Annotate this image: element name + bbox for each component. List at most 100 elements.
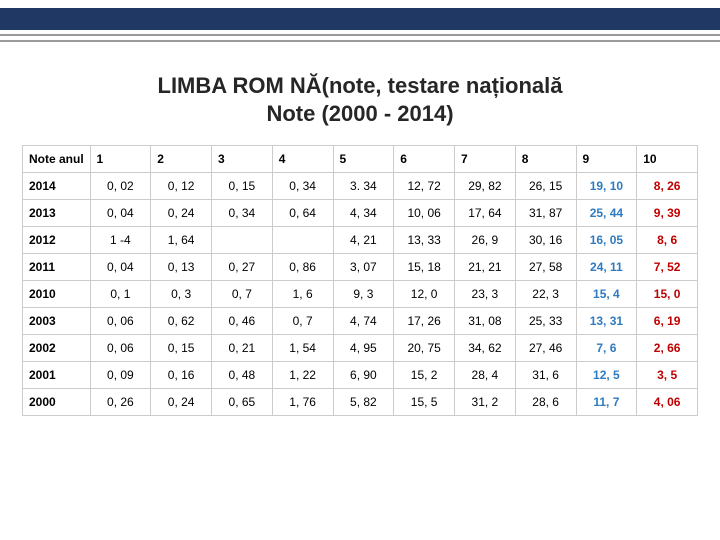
cell: 0, 46 — [212, 308, 273, 335]
cell: 15, 0 — [637, 281, 698, 308]
cell: 31, 6 — [515, 362, 576, 389]
cell: 0, 1 — [90, 281, 151, 308]
cell: 12, 72 — [394, 173, 455, 200]
cell: 22, 3 — [515, 281, 576, 308]
row-year: 2000 — [23, 389, 91, 416]
cell: 1, 22 — [272, 362, 333, 389]
table-row: 20121 -41, 64 4, 2113, 3326, 930, 1616, 0… — [23, 227, 698, 254]
cell: 13, 33 — [394, 227, 455, 254]
table-row: 20130, 040, 240, 340, 644, 3410, 0617, 6… — [23, 200, 698, 227]
cell: 31, 2 — [455, 389, 516, 416]
cell: 1 -4 — [90, 227, 151, 254]
cell: 1, 6 — [272, 281, 333, 308]
cell: 0, 13 — [151, 254, 212, 281]
table-header-col: 6 — [394, 146, 455, 173]
row-year: 2002 — [23, 335, 91, 362]
cell: 0, 3 — [151, 281, 212, 308]
cell: 0, 34 — [272, 173, 333, 200]
cell: 0, 06 — [90, 308, 151, 335]
cell: 26, 9 — [455, 227, 516, 254]
row-year: 2011 — [23, 254, 91, 281]
table-body: 20140, 020, 120, 150, 343. 3412, 7229, 8… — [23, 173, 698, 416]
cell: 28, 6 — [515, 389, 576, 416]
cell: 3, 07 — [333, 254, 394, 281]
cell: 9, 3 — [333, 281, 394, 308]
table-header-col: 10 — [637, 146, 698, 173]
cell: 0, 24 — [151, 200, 212, 227]
cell: 15, 2 — [394, 362, 455, 389]
row-year: 2012 — [23, 227, 91, 254]
cell: 0, 16 — [151, 362, 212, 389]
cell: 0, 64 — [272, 200, 333, 227]
top-accent-bar — [0, 8, 720, 30]
slide: LIMBA ROM NĂ(note, testare națională Not… — [0, 0, 720, 540]
table-header-col: 1 — [90, 146, 151, 173]
table-header-col: 9 — [576, 146, 637, 173]
table-head: Note anul12345678910 — [23, 146, 698, 173]
table-header-col: 8 — [515, 146, 576, 173]
table-header-row: Note anul12345678910 — [23, 146, 698, 173]
table-header-col: 2 — [151, 146, 212, 173]
cell: 1, 54 — [272, 335, 333, 362]
cell: 17, 64 — [455, 200, 516, 227]
table-row: 20100, 10, 30, 71, 69, 312, 023, 322, 3 1… — [23, 281, 698, 308]
cell: 0, 04 — [90, 200, 151, 227]
cell: 6, 90 — [333, 362, 394, 389]
divider-line-2 — [0, 40, 720, 42]
cell: 0, 12 — [151, 173, 212, 200]
cell: 28, 4 — [455, 362, 516, 389]
cell: 27, 46 — [515, 335, 576, 362]
row-year: 2003 — [23, 308, 91, 335]
table-header-label: Note anul — [23, 146, 91, 173]
cell: 16, 05 — [576, 227, 637, 254]
cell: 1, 64 — [151, 227, 212, 254]
table-row: 20030, 060, 620, 460, 74, 7417, 2631, 08… — [23, 308, 698, 335]
cell: 0, 21 — [212, 335, 273, 362]
table-header-col: 3 — [212, 146, 273, 173]
cell: 15, 5 — [394, 389, 455, 416]
cell: 11, 7 — [576, 389, 637, 416]
cell: 31, 87 — [515, 200, 576, 227]
row-year: 2014 — [23, 173, 91, 200]
row-year: 2013 — [23, 200, 91, 227]
cell: 0, 09 — [90, 362, 151, 389]
cell: 0, 65 — [212, 389, 273, 416]
cell: 0, 27 — [212, 254, 273, 281]
title-line-1: LIMBA ROM NĂ(note, testare națională — [158, 73, 563, 98]
table-row: 20020, 060, 150, 211, 544, 9520, 7534, 6… — [23, 335, 698, 362]
table-row: 20110, 040, 130, 270, 863, 0715, 1821, 2… — [23, 254, 698, 281]
cell: 25, 44 — [576, 200, 637, 227]
cell: 8, 6 — [637, 227, 698, 254]
cell: 26, 15 — [515, 173, 576, 200]
cell: 29, 82 — [455, 173, 516, 200]
cell — [212, 227, 273, 254]
cell: 4, 21 — [333, 227, 394, 254]
table-header-col: 7 — [455, 146, 516, 173]
cell: 0, 24 — [151, 389, 212, 416]
cell: 0, 06 — [90, 335, 151, 362]
cell: 4, 34 — [333, 200, 394, 227]
cell: 23, 3 — [455, 281, 516, 308]
cell: 30, 16 — [515, 227, 576, 254]
cell: 0, 15 — [212, 173, 273, 200]
cell: 0, 02 — [90, 173, 151, 200]
cell: 12, 0 — [394, 281, 455, 308]
cell: 27, 58 — [515, 254, 576, 281]
cell: 4, 74 — [333, 308, 394, 335]
cell: 0, 15 — [151, 335, 212, 362]
slide-title: LIMBA ROM NĂ(note, testare națională Not… — [0, 72, 720, 127]
cell: 0, 7 — [212, 281, 273, 308]
cell: 24, 11 — [576, 254, 637, 281]
data-table: Note anul12345678910 20140, 020, 120, 15… — [22, 145, 698, 416]
cell: 19, 10 — [576, 173, 637, 200]
cell: 0, 62 — [151, 308, 212, 335]
cell: 4, 06 — [637, 389, 698, 416]
row-year: 2001 — [23, 362, 91, 389]
table-header-col: 4 — [272, 146, 333, 173]
cell: 21, 21 — [455, 254, 516, 281]
cell: 4, 95 — [333, 335, 394, 362]
cell — [272, 227, 333, 254]
cell: 0, 86 — [272, 254, 333, 281]
cell: 13, 31 — [576, 308, 637, 335]
row-year: 2010 — [23, 281, 91, 308]
